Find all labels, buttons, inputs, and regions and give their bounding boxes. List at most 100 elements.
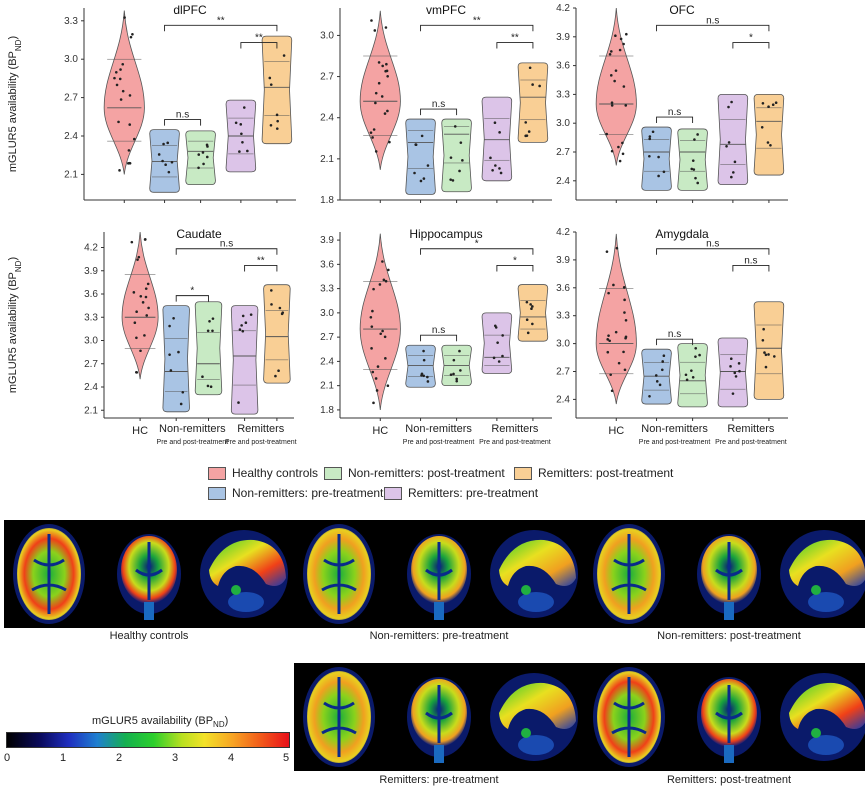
- data-point: [128, 123, 132, 126]
- significance-label: *: [190, 286, 194, 297]
- chart-title: vmPFC: [426, 3, 466, 17]
- data-point: [422, 177, 426, 180]
- data-point: [621, 141, 624, 145]
- significance-label: n.s: [432, 325, 445, 336]
- violin-rem_pre: [717, 337, 749, 408]
- legend-healthy-controls: Healthy controls: [208, 466, 318, 480]
- data-point: [497, 360, 501, 363]
- data-point: [113, 76, 116, 80]
- data-point: [244, 321, 248, 325]
- y-tick-label: 2.1: [320, 154, 334, 165]
- significance-label: n.s: [668, 329, 681, 340]
- chart-panel-hippocampus: 1.8 2.1 2.4 2.7 3.0 3.3 3.6 3.9 Hippocampus n.s * *: [320, 227, 552, 421]
- data-point: [117, 120, 120, 124]
- data-point: [461, 159, 464, 162]
- data-point: [242, 106, 246, 109]
- brain-scan-image: [584, 663, 865, 771]
- data-point: [648, 154, 651, 158]
- data-point: [525, 318, 529, 321]
- significance-label: **: [257, 255, 265, 266]
- data-point: [234, 121, 238, 125]
- data-point: [655, 380, 659, 383]
- data-point: [179, 402, 183, 406]
- data-point: [694, 355, 697, 358]
- data-point: [372, 128, 376, 131]
- data-point: [386, 75, 389, 78]
- y-tick-label: 4.2: [84, 243, 98, 254]
- legend-swatch: [384, 486, 402, 500]
- data-point: [531, 305, 534, 308]
- data-point: [658, 383, 662, 387]
- data-point: [240, 324, 243, 327]
- violin-hc: [103, 10, 145, 175]
- legend-label: Healthy controls: [232, 466, 319, 480]
- legend-nonrem-post: Non-remitters: post-treatment: [324, 466, 505, 480]
- data-point: [459, 141, 463, 144]
- data-point: [133, 321, 137, 324]
- data-point: [648, 137, 652, 141]
- data-point: [144, 238, 147, 241]
- data-point: [732, 171, 735, 174]
- legend-swatch: [514, 466, 532, 480]
- chart-title: Amygdala: [655, 227, 709, 241]
- data-point: [280, 312, 284, 316]
- data-point: [137, 255, 141, 259]
- data-point: [128, 94, 132, 97]
- data-point: [246, 149, 249, 153]
- data-point: [696, 181, 700, 185]
- data-point: [651, 130, 655, 134]
- y-tick-label: 2.4: [84, 382, 98, 393]
- data-point: [162, 142, 165, 146]
- data-point: [531, 83, 534, 86]
- y-tick-label: 2.4: [64, 131, 78, 142]
- data-point: [605, 132, 609, 136]
- data-point: [144, 287, 148, 290]
- data-point: [420, 372, 424, 376]
- data-point: [135, 310, 138, 314]
- data-point: [692, 168, 696, 171]
- violin-hc: [359, 233, 401, 410]
- data-point: [761, 101, 765, 105]
- data-point: [607, 334, 610, 337]
- y-tick-label: 3.0: [84, 336, 98, 347]
- significance-bracket: [732, 42, 770, 49]
- data-point: [623, 311, 626, 314]
- data-point: [211, 317, 215, 320]
- data-point: [238, 150, 241, 153]
- legend-label: Non-remitters: post-treatment: [348, 466, 505, 480]
- data-point: [381, 64, 384, 68]
- data-point: [619, 37, 623, 41]
- data-point: [624, 318, 628, 322]
- data-point: [694, 176, 697, 180]
- scan-rem-post: [584, 663, 865, 771]
- data-point: [241, 329, 245, 333]
- data-point: [139, 294, 143, 298]
- data-point: [237, 401, 240, 404]
- caption-nonrem-post: Non-remitters: post-treatment: [657, 630, 801, 642]
- data-point: [694, 346, 698, 350]
- chart-title: dlPFC: [173, 3, 207, 17]
- data-point: [168, 353, 171, 356]
- significance-bracket: [164, 24, 278, 32]
- data-point: [371, 309, 374, 313]
- x-sublabel: Pre and post-treatment: [403, 439, 475, 446]
- brain-scan-image: [294, 520, 584, 628]
- data-point: [422, 374, 425, 378]
- data-point: [270, 303, 273, 306]
- data-point: [378, 283, 382, 286]
- data-point: [657, 155, 660, 159]
- brain-scan-image: [294, 663, 584, 771]
- data-point: [157, 153, 161, 156]
- data-point: [624, 335, 628, 339]
- data-point: [238, 328, 242, 331]
- data-point: [618, 48, 622, 52]
- data-point: [449, 178, 452, 181]
- data-point: [725, 144, 728, 148]
- data-point: [767, 353, 770, 356]
- data-point: [374, 150, 378, 153]
- x-label-nonremitters: Non-remitters: [641, 423, 708, 435]
- data-point: [496, 341, 499, 344]
- y-tick-label: 3.6: [556, 61, 570, 72]
- data-point: [382, 278, 386, 282]
- data-point: [685, 378, 689, 382]
